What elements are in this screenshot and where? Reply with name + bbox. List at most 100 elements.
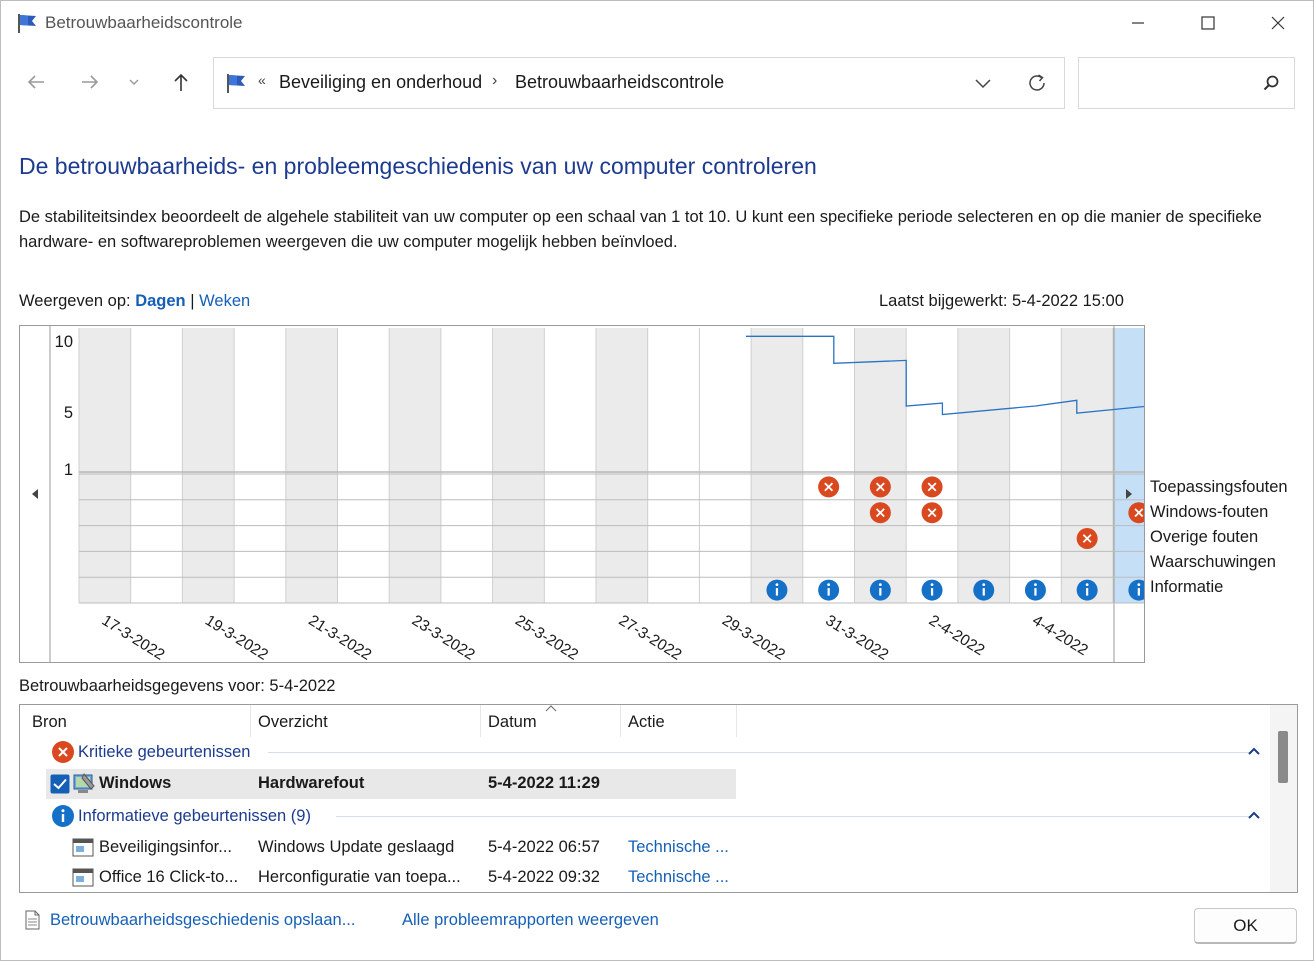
info-event-icon[interactable] xyxy=(818,579,840,601)
column-header-date[interactable]: Datum xyxy=(488,713,537,731)
refresh-icon[interactable] xyxy=(1026,72,1048,94)
day-column-25-3[interactable] xyxy=(544,328,596,603)
day-column-26-3[interactable] xyxy=(596,328,648,603)
view-weeks-link[interactable]: Weken xyxy=(199,292,251,310)
checkbox-checked-icon[interactable] xyxy=(50,774,70,794)
error-event-icon[interactable] xyxy=(921,476,943,498)
error-event-icon[interactable] xyxy=(1128,502,1144,524)
chevron-down-icon[interactable] xyxy=(972,72,994,94)
day-column-3-4[interactable] xyxy=(1009,328,1062,603)
save-history-link[interactable]: Betrouwbaarheidsgeschiedenis opslaan... xyxy=(50,911,356,929)
day-column-16-3[interactable] xyxy=(79,328,131,603)
info-icon-dot xyxy=(775,583,779,586)
maximize-button[interactable] xyxy=(1173,1,1243,45)
stability-chart-canvas[interactable]: 10 5 1 17-3-2022 19-3-2022 21-3-2022 23-3-202… xyxy=(20,326,1144,662)
group-critical-events[interactable]: Kritieke gebeurtenissen xyxy=(78,743,251,761)
day-column-22-3[interactable] xyxy=(389,328,441,603)
info-event-icon[interactable] xyxy=(1128,579,1144,601)
collapse-icon[interactable] xyxy=(1247,810,1261,820)
forward-button[interactable] xyxy=(75,67,105,97)
error-event-icon[interactable] xyxy=(869,502,891,524)
group-informational-events[interactable]: Informatieve gebeurtenissen (9) xyxy=(78,807,311,825)
details-label: Betrouwbaarheidsgegevens voor: 5-4-2022 xyxy=(19,677,336,695)
column-header-summary[interactable]: Overzicht xyxy=(258,713,328,731)
day-column-23-3[interactable] xyxy=(440,328,493,603)
day-column-19-3[interactable] xyxy=(234,328,286,603)
error-event-icon[interactable] xyxy=(921,502,943,524)
row-summary: Hardwarefout xyxy=(258,774,365,792)
y-tick-label: 10 xyxy=(55,333,73,351)
column-header-source[interactable]: Bron xyxy=(32,713,67,731)
info-event-icon[interactable] xyxy=(1076,579,1098,601)
day-column-31-3[interactable] xyxy=(854,328,907,603)
info-icon-dot xyxy=(827,583,831,586)
minimize-button[interactable] xyxy=(1103,1,1173,45)
search-box[interactable] xyxy=(1078,57,1295,109)
arrow-left-icon xyxy=(27,75,44,89)
breadcrumb-reliability-monitor[interactable]: Betrouwbaarheidscontrole xyxy=(515,72,725,92)
day-column-2-4[interactable] xyxy=(957,328,1010,603)
info-event-icon[interactable] xyxy=(921,579,943,601)
info-icon xyxy=(52,805,74,827)
column-divider[interactable] xyxy=(250,705,251,737)
day-column-1-4[interactable] xyxy=(906,328,958,603)
legend-waarschuwingen: Waarschuwingen xyxy=(1150,553,1276,571)
row-action-link[interactable]: Technische ... xyxy=(628,868,729,886)
info-event-icon[interactable] xyxy=(869,579,891,601)
view-all-reports-link[interactable]: Alle probleemrapporten weergeven xyxy=(402,911,659,929)
breadcrumb-security-maintenance[interactable]: Beveiliging en onderhoud xyxy=(279,72,483,92)
day-column-29-3[interactable] xyxy=(751,328,803,603)
address-bar[interactable]: « Beveiliging en onderhoud › Betrouwbaar… xyxy=(213,57,1065,109)
document-save-icon xyxy=(25,910,40,930)
error-event-icon[interactable] xyxy=(869,476,891,498)
day-column-4-4[interactable] xyxy=(1061,328,1113,603)
breadcrumb-overflow[interactable]: « xyxy=(258,72,266,88)
arrow-right-icon xyxy=(82,75,99,89)
search-input[interactable] xyxy=(1085,68,1255,98)
collapse-icon[interactable] xyxy=(1247,746,1261,756)
day-column-17-3[interactable] xyxy=(130,328,183,603)
scroll-right-icon[interactable] xyxy=(1126,489,1132,499)
breadcrumb-separator[interactable]: › xyxy=(492,72,498,89)
day-column-20-3[interactable] xyxy=(285,328,338,603)
row-source: Beveiligingsinfor... xyxy=(99,838,232,856)
page-heading: De betrouwbaarheids- en probleemgeschied… xyxy=(19,153,817,179)
day-column-27-3[interactable] xyxy=(647,328,700,603)
windows-hardware-icon xyxy=(73,773,95,793)
search-icon[interactable] xyxy=(1261,73,1281,93)
info-icon-stem xyxy=(879,588,882,596)
day-column-24-3[interactable] xyxy=(492,328,545,603)
column-divider[interactable] xyxy=(480,705,481,737)
error-icon-cross xyxy=(1082,534,1092,543)
back-button[interactable] xyxy=(21,67,51,97)
view-days-link[interactable]: Dagen xyxy=(135,292,186,310)
column-header-action[interactable]: Actie xyxy=(628,713,665,731)
info-icon-stem xyxy=(1086,588,1089,596)
day-column-18-3[interactable] xyxy=(182,328,235,603)
stability-index-line xyxy=(745,335,1144,416)
table-row-office-click-to-run[interactable]: Office 16 Click-to... Herconfiguratie va… xyxy=(46,863,736,892)
scroll-left-icon[interactable] xyxy=(32,489,38,499)
error-event-icon[interactable] xyxy=(818,476,840,498)
table-row-security-info[interactable]: Beveiligingsinfor... Windows Update gesl… xyxy=(46,833,736,863)
column-divider[interactable] xyxy=(736,705,737,737)
day-column-5-4[interactable] xyxy=(1113,328,1144,603)
day-column-21-3[interactable] xyxy=(337,328,390,603)
recent-locations-button[interactable] xyxy=(119,67,149,97)
column-divider[interactable] xyxy=(620,705,621,737)
error-event-icon[interactable] xyxy=(1076,528,1098,549)
ok-button[interactable]: OK xyxy=(1194,908,1297,944)
scrollbar-thumb[interactable] xyxy=(1278,731,1288,783)
info-event-icon[interactable] xyxy=(973,579,995,601)
info-event-icon[interactable] xyxy=(766,579,788,601)
close-button[interactable] xyxy=(1243,1,1313,45)
table-scrollbar[interactable] xyxy=(1270,705,1297,892)
day-column-28-3[interactable] xyxy=(699,328,752,603)
info-event-icon[interactable] xyxy=(1024,579,1046,601)
row-action-link[interactable]: Technische ... xyxy=(628,838,729,856)
day-column-30-3[interactable] xyxy=(802,328,855,603)
table-row-windows-hardware[interactable]: Windows Hardwarefout 5-4-2022 11:29 xyxy=(46,769,736,799)
up-button[interactable] xyxy=(166,67,196,97)
stability-chart[interactable]: 10 5 1 17-3-2022 19-3-2022 21-3-2022 23-3-202… xyxy=(19,325,1145,663)
